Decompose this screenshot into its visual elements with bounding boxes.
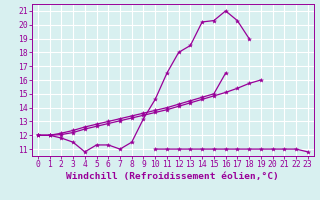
X-axis label: Windchill (Refroidissement éolien,°C): Windchill (Refroidissement éolien,°C) bbox=[67, 172, 279, 181]
